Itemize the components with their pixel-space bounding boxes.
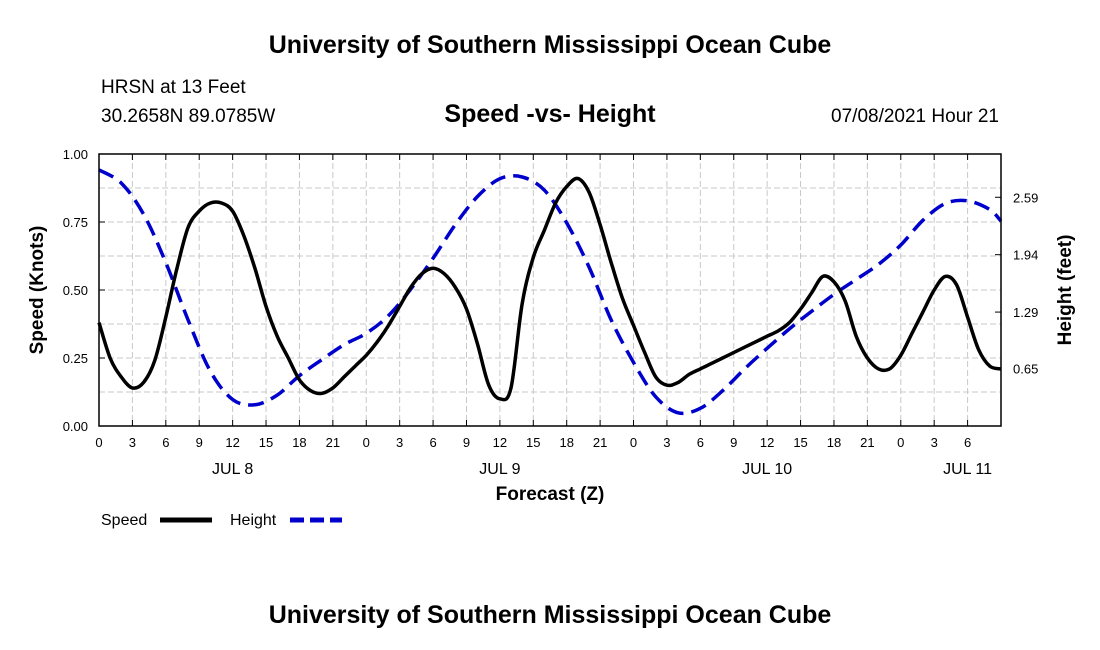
legend-height-label: Height [230, 512, 277, 529]
x-tick-label: 3 [129, 435, 136, 450]
x-axis-title: Forecast (Z) [496, 484, 605, 505]
y-axis-title: Speed (Knots) [27, 226, 48, 355]
date-label: JUL 11 [943, 461, 992, 478]
page-title: University of Southern Mississippi Ocean… [268, 31, 832, 59]
y-tick-label: 0.25 [63, 351, 88, 366]
date-labels: JUL 8 JUL 9 JUL 10 JUL 11 [212, 461, 992, 478]
x-tick-label: 0 [897, 435, 904, 450]
speed-series [97, 176, 1002, 402]
height-series [98, 168, 1003, 416]
x-tick-label: 21 [593, 435, 607, 450]
x-tick-label: 9 [463, 435, 470, 450]
legend: Speed Height [101, 512, 342, 529]
x-tick-label: 21 [860, 435, 874, 450]
x-tick-label: 6 [162, 435, 169, 450]
date-label: JUL 8 [212, 461, 253, 478]
x-tick-label: 3 [663, 435, 670, 450]
x-tick-label: 12 [760, 435, 774, 450]
x-tick-label: 0 [363, 435, 370, 450]
legend-speed-label: Speed [101, 512, 147, 529]
y2-axis-ticks: 0.65 1.29 1.94 2.59 [995, 190, 1038, 377]
y-axis-ticks: 0.00 0.25 0.50 0.75 1.00 [63, 147, 105, 434]
station-name: HRSN at 13 Feet [101, 77, 246, 98]
x-tick-label: 12 [225, 435, 239, 450]
speed-line [97, 176, 1002, 402]
x-tick-label: 15 [259, 435, 273, 450]
date-label: JUL 10 [742, 461, 792, 478]
y2-tick-label: 1.29 [1013, 305, 1038, 320]
y2-axis-title: Height (feet) [1055, 235, 1076, 346]
y-tick-label: 0.00 [63, 419, 88, 434]
x-axis-ticks: 0 3 6 9 12 15 18 21 0 3 6 9 12 15 18 21 0 3 6 9 12 15 18 21 0 3 6 [95, 154, 1002, 450]
y2-tick-label: 1.94 [1013, 248, 1038, 263]
x-tick-label: 0 [95, 435, 102, 450]
x-tick-label: 3 [396, 435, 403, 450]
forecast-datetime: 07/08/2021 Hour 21 [831, 106, 999, 127]
x-tick-label: 15 [526, 435, 540, 450]
y-tick-label: 0.50 [63, 283, 88, 298]
y2-tick-label: 2.59 [1013, 190, 1038, 205]
x-tick-label: 9 [730, 435, 737, 450]
date-label: JUL 9 [479, 461, 520, 478]
y-tick-label: 1.00 [63, 147, 88, 162]
x-tick-label: 18 [559, 435, 573, 450]
footer-title: University of Southern Mississippi Ocean… [268, 601, 832, 629]
x-tick-label: 12 [493, 435, 507, 450]
chart-title: Speed -vs- Height [444, 100, 656, 128]
height-line [98, 168, 1003, 416]
x-tick-label: 6 [697, 435, 704, 450]
y2-tick-label: 0.65 [1013, 362, 1038, 377]
x-tick-label: 18 [827, 435, 841, 450]
x-tick-label: 9 [196, 435, 203, 450]
station-coordinates: 30.2658N 89.0785W [101, 106, 276, 127]
grid-lines [99, 154, 1001, 426]
x-tick-label: 18 [292, 435, 306, 450]
x-tick-label: 6 [429, 435, 436, 450]
x-tick-label: 0 [630, 435, 637, 450]
x-tick-label: 6 [964, 435, 971, 450]
x-tick-label: 15 [793, 435, 807, 450]
x-tick-label: 21 [326, 435, 340, 450]
y-tick-label: 0.75 [63, 215, 88, 230]
x-tick-label: 3 [931, 435, 938, 450]
